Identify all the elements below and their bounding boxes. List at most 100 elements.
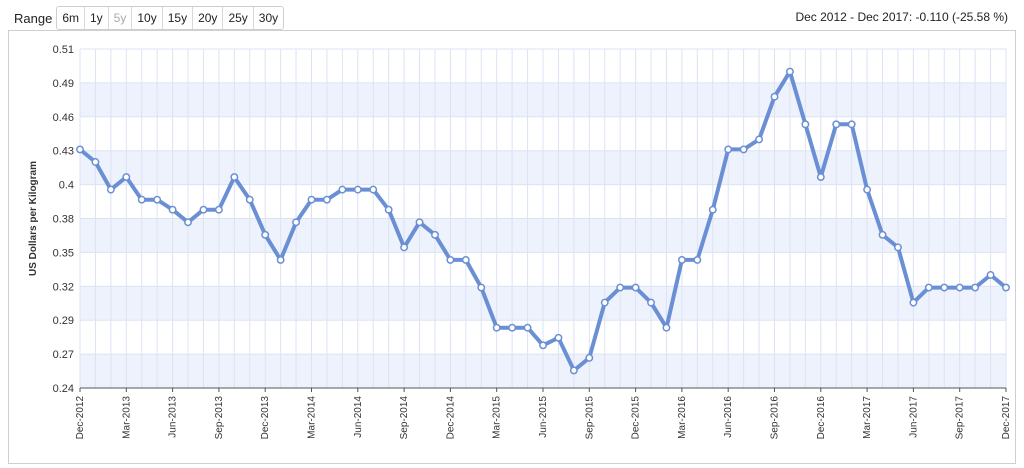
data-point[interactable] xyxy=(940,283,949,292)
data-point[interactable] xyxy=(199,205,208,214)
data-point[interactable] xyxy=(76,145,84,154)
x-tick-label: Mar-2016 xyxy=(677,396,688,439)
data-point[interactable] xyxy=(431,230,439,239)
data-point[interactable] xyxy=(492,323,501,332)
x-tick-label: Sep-2014 xyxy=(399,396,410,440)
x-tick-label: Dec-2012 xyxy=(75,396,86,440)
x-tick-label: Dec-2017 xyxy=(1001,396,1012,440)
data-point[interactable] xyxy=(137,195,146,204)
y-tick-label: 0.38 xyxy=(53,214,74,226)
x-tick-label: Sep-2016 xyxy=(770,396,781,440)
data-point[interactable] xyxy=(955,283,964,292)
y-tick-label: 0.43 xyxy=(53,146,74,158)
range-label: Range xyxy=(14,10,53,26)
data-point[interactable] xyxy=(322,195,331,204)
data-point[interactable] xyxy=(894,243,902,252)
range-button-20y[interactable]: 20y xyxy=(193,7,224,29)
data-point[interactable] xyxy=(415,218,424,227)
x-tick-label: Sep-2015 xyxy=(584,396,595,440)
x-tick-label: Jun-2015 xyxy=(538,396,549,438)
data-point[interactable] xyxy=(785,67,794,76)
range-button-6m[interactable]: 6m xyxy=(57,7,85,29)
data-point[interactable] xyxy=(400,243,409,252)
data-point[interactable] xyxy=(755,135,764,144)
x-tick-label: Sep-2017 xyxy=(955,396,966,440)
data-point[interactable] xyxy=(91,158,100,166)
data-point[interactable] xyxy=(369,185,378,194)
y-tick-label: 0.27 xyxy=(53,349,74,361)
data-point[interactable] xyxy=(461,255,470,264)
x-tick-label: Mar-2017 xyxy=(862,396,873,439)
data-point[interactable] xyxy=(878,230,887,239)
data-point[interactable] xyxy=(1002,283,1010,292)
data-point[interactable] xyxy=(230,173,239,182)
x-tick-label: Jun-2016 xyxy=(723,396,734,438)
data-point[interactable] xyxy=(569,366,578,375)
data-point[interactable] xyxy=(554,333,563,342)
y-axis-title: US Dollars per Kilogram xyxy=(28,161,39,276)
range-button-15y[interactable]: 15y xyxy=(162,7,194,29)
data-point[interactable] xyxy=(292,218,301,227)
data-point[interactable] xyxy=(986,271,995,279)
y-tick-label: 0.24 xyxy=(53,383,74,395)
data-point[interactable] xyxy=(508,323,517,332)
range-button-group: 6m 1y 5y 10y 15y 20y 25y 30y xyxy=(56,6,285,30)
data-point[interactable] xyxy=(168,205,177,214)
y-tick-label: 0.32 xyxy=(53,281,74,293)
data-point[interactable] xyxy=(523,323,532,332)
data-point[interactable] xyxy=(971,283,980,292)
data-point[interactable] xyxy=(693,255,702,264)
range-button-25y[interactable]: 25y xyxy=(223,7,254,29)
x-tick-label: Sep-2013 xyxy=(214,396,225,440)
data-point[interactable] xyxy=(631,283,640,292)
x-tick-label: Dec-2013 xyxy=(260,396,271,440)
data-point[interactable] xyxy=(338,185,347,194)
data-point[interactable] xyxy=(446,255,455,264)
range-button-1y[interactable]: 1y xyxy=(84,7,109,29)
range-summary: Dec 2012 - Dec 2017: -0.110 (-25.58 %) xyxy=(795,10,1008,24)
data-point[interactable] xyxy=(245,195,254,204)
data-point[interactable] xyxy=(739,145,748,154)
data-point[interactable] xyxy=(106,185,115,194)
data-point[interactable] xyxy=(122,173,131,182)
data-point[interactable] xyxy=(924,283,933,292)
data-point[interactable] xyxy=(816,173,825,182)
y-tick-label: 0.4 xyxy=(59,180,74,192)
range-button-10y[interactable]: 10y xyxy=(132,7,163,29)
range-selector: Range 6m 1y 5y 10y 15y 20y 25y 30y xyxy=(14,6,285,30)
y-tick-label: 0.46 xyxy=(53,112,74,124)
data-point[interactable] xyxy=(662,323,671,332)
data-point[interactable] xyxy=(384,205,393,214)
data-point[interactable] xyxy=(847,120,856,129)
data-point[interactable] xyxy=(585,353,594,362)
data-point[interactable] xyxy=(307,195,316,204)
data-point[interactable] xyxy=(832,120,841,129)
data-point[interactable] xyxy=(909,298,918,307)
y-tick-label: 0.29 xyxy=(53,315,74,327)
data-point[interactable] xyxy=(801,120,810,129)
x-tick-label: Dec-2015 xyxy=(631,396,642,440)
data-point[interactable] xyxy=(539,341,547,350)
data-point[interactable] xyxy=(477,283,486,292)
data-point[interactable] xyxy=(647,298,655,307)
y-tick-label: 0.49 xyxy=(53,78,74,90)
data-point[interactable] xyxy=(353,185,362,194)
x-tick-label: Jun-2014 xyxy=(353,396,364,438)
data-point[interactable] xyxy=(153,195,162,204)
line-chart[interactable]: 0.24 0.27 0.29 0.32 0.35 0.38 0.4 0.43 0.46 0.49 0… xyxy=(9,31,1015,463)
data-point[interactable] xyxy=(214,205,223,214)
x-tick-label: Jun-2013 xyxy=(168,396,179,438)
data-point[interactable] xyxy=(261,230,270,239)
data-point[interactable] xyxy=(276,255,285,264)
data-point[interactable] xyxy=(600,298,609,307)
range-button-30y[interactable]: 30y xyxy=(253,7,284,29)
data-point[interactable] xyxy=(863,185,872,194)
data-point[interactable] xyxy=(724,145,733,154)
x-tick-label: Mar-2014 xyxy=(307,396,318,439)
data-point[interactable] xyxy=(677,255,686,264)
data-point[interactable] xyxy=(184,218,192,227)
x-tick-label: Jun-2017 xyxy=(908,396,919,438)
data-point[interactable] xyxy=(616,283,625,292)
data-point[interactable] xyxy=(770,92,779,101)
data-point[interactable] xyxy=(708,205,717,214)
